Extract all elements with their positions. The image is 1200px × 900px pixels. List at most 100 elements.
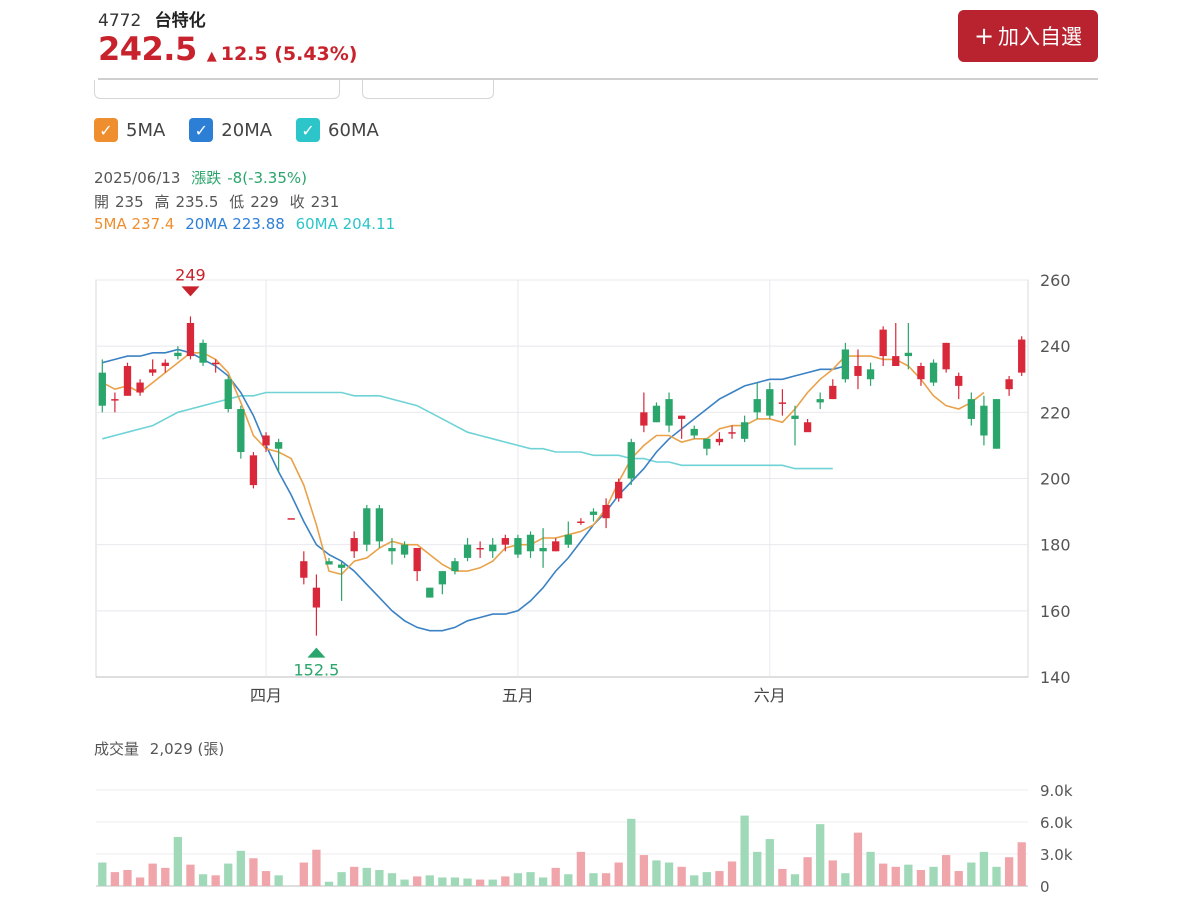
candle-body <box>526 534 535 552</box>
candle-body <box>665 399 673 426</box>
volume-bar <box>790 874 800 886</box>
volume-bar <box>110 872 120 886</box>
period-tab-stub[interactable] <box>94 80 340 99</box>
candle-body <box>249 455 258 486</box>
candle-body <box>337 564 346 568</box>
candle-body <box>149 369 157 373</box>
volume-bar <box>967 862 976 886</box>
volume-bar <box>929 866 938 886</box>
candle-body <box>375 508 384 542</box>
volume-bar <box>274 875 283 886</box>
volume-bar <box>350 866 359 886</box>
volume-bar <box>715 871 724 886</box>
candle-body <box>1018 339 1026 373</box>
volume-bar <box>551 867 560 886</box>
info-low: 229 <box>250 193 279 211</box>
candle-body <box>652 405 661 423</box>
candle-body <box>325 561 333 565</box>
candle-body <box>463 544 472 558</box>
volume-bar <box>387 873 397 886</box>
volume-label: 成交量 <box>94 740 140 758</box>
price-tick-label: 200 <box>1040 470 1071 489</box>
volume-bar <box>261 871 271 886</box>
candle-body <box>564 534 572 545</box>
volume-bar <box>778 868 787 886</box>
volume-bar <box>501 876 510 886</box>
candle-body <box>300 561 308 578</box>
candle-body <box>929 362 938 383</box>
volume-bar <box>1004 857 1014 886</box>
ma60-toggle-label: 60MA <box>328 119 379 141</box>
candle-body <box>400 544 409 555</box>
volume-bar <box>891 866 900 886</box>
volume-bar <box>803 857 812 886</box>
price-tick-label: 160 <box>1040 602 1071 621</box>
price-line: 242.5 ▲ 12.5 (5.43%) <box>98 30 358 68</box>
volume-bar <box>853 832 863 886</box>
stock-header: 4772 台特化 242.5 ▲ 12.5 (5.43%) + 加入自選 <box>98 0 1098 80</box>
info-ma5: 5MA 237.4 <box>94 215 175 233</box>
volume-bar <box>337 872 346 886</box>
candle-body <box>312 587 321 608</box>
candle-body <box>501 538 509 545</box>
candle-body <box>892 356 900 367</box>
volume-bar <box>614 862 623 886</box>
ma5-toggle-label: 5MA <box>126 119 166 141</box>
volume-bar <box>98 862 107 886</box>
stock-name: 台特化 <box>154 11 206 31</box>
price-tick-label: 180 <box>1040 536 1071 555</box>
info-ma-line: 5MA 237.4 20MA 223.88 60MA 204.11 <box>94 215 401 233</box>
add-to-watchlist-label: 加入自選 <box>998 25 1083 49</box>
candle-body <box>640 412 648 426</box>
candle-body <box>816 399 824 403</box>
candle-body <box>350 538 358 552</box>
candle-body <box>841 349 850 380</box>
candle-body <box>879 329 887 357</box>
volume-bar <box>690 875 699 886</box>
info-ohlc-line: 開 235 高 235.5 低 229 收 231 <box>94 191 345 212</box>
volume-bar <box>652 860 661 886</box>
candle-body <box>980 405 988 436</box>
info-open-label: 開 <box>94 193 110 211</box>
candle-body <box>426 587 434 598</box>
volume-bar <box>753 851 762 886</box>
volume-bar <box>475 879 485 886</box>
candle-body <box>602 504 610 519</box>
option-tab-stub[interactable] <box>362 80 494 99</box>
ma5-toggle[interactable]: ✓ 5MA <box>94 118 165 142</box>
candle-body <box>199 342 207 363</box>
candle-body <box>136 382 144 393</box>
ma20-toggle[interactable]: ✓ 20MA <box>189 118 272 142</box>
volume-bar <box>727 861 737 886</box>
candle-body <box>955 375 963 386</box>
ma60-toggle[interactable]: ✓ 60MA <box>296 118 379 142</box>
candle-body <box>552 541 560 552</box>
check-icon: ✓ <box>296 118 321 142</box>
volume-bar <box>299 862 308 886</box>
info-change-label: 漲跌 <box>191 169 222 187</box>
volume-bar <box>186 864 195 886</box>
candle-body <box>514 538 522 555</box>
check-icon: ✓ <box>189 118 214 142</box>
month-label: 四月 <box>250 686 282 705</box>
ma20-line <box>102 348 846 632</box>
candle-body <box>589 511 598 515</box>
candle-body <box>451 561 459 572</box>
volume-value: 2,029 (張) <box>149 740 225 758</box>
candle-body <box>753 399 761 413</box>
candle-body <box>438 571 447 585</box>
volume-bar <box>765 839 774 886</box>
price-change: ▲ 12.5 (5.43%) <box>207 43 358 65</box>
volume-bar <box>954 871 963 886</box>
ma-legend: ✓ 5MA ✓ 20MA ✓ 60MA <box>94 118 403 142</box>
volume-bar <box>816 824 825 886</box>
add-to-watchlist-button[interactable]: + 加入自選 <box>958 10 1098 62</box>
candle-body <box>98 372 106 406</box>
volume-bar <box>702 872 711 886</box>
info-change-value: -8(-3.35%) <box>227 169 307 187</box>
volume-bar <box>463 878 472 886</box>
candle-body <box>690 428 698 436</box>
candle-body <box>111 399 119 401</box>
candle-body <box>942 342 950 370</box>
